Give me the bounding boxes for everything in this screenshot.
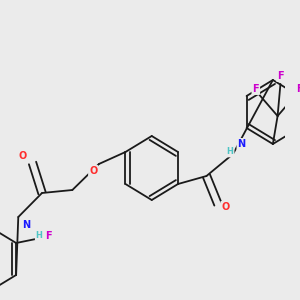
Text: N: N [238, 139, 246, 149]
Text: N: N [22, 220, 30, 230]
Text: O: O [19, 151, 27, 161]
Text: F: F [277, 71, 284, 81]
Text: F: F [296, 84, 300, 94]
Text: H: H [227, 148, 234, 157]
Text: O: O [221, 202, 230, 212]
Text: F: F [45, 231, 52, 241]
Text: O: O [89, 166, 97, 176]
Text: H: H [36, 230, 43, 239]
Text: F: F [253, 84, 259, 94]
